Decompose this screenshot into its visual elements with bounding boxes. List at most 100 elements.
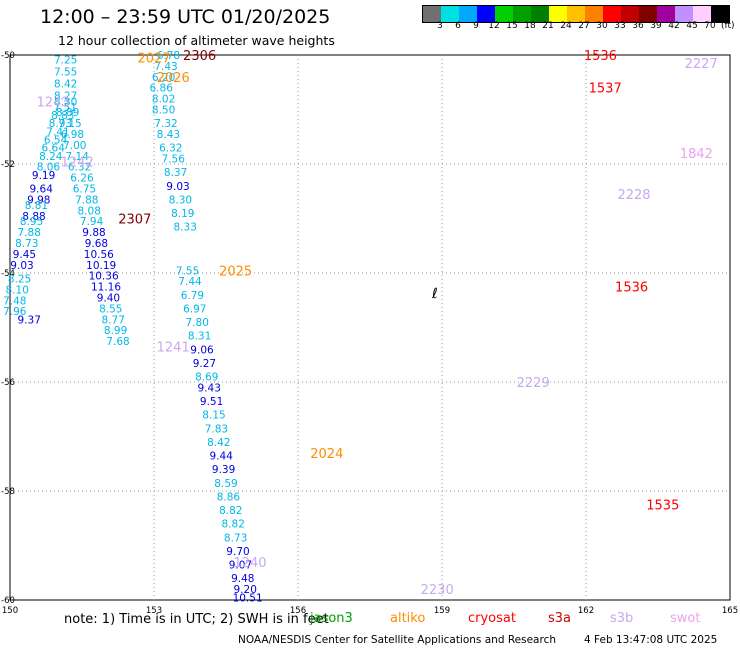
swh-value: 8.73 — [224, 532, 247, 544]
color-scale-label: 27 — [578, 21, 590, 31]
swh-value: 8.30 — [169, 194, 192, 206]
swh-value: 7.44 — [178, 276, 202, 288]
x-tick-label: 150 — [2, 606, 18, 616]
swh-value: 8.89 — [56, 107, 79, 119]
axis-ticks: 150 153 156 159 162 165 -50 -52 -54 -56 -58 -60 — [1, 51, 738, 616]
swh-value: 9.06 — [190, 344, 214, 356]
color-scale-swatch — [621, 6, 639, 22]
swh-value: 7.55 — [54, 66, 77, 78]
y-tick-label: -58 — [1, 487, 15, 497]
color-scale-label: 12 — [488, 21, 500, 31]
swh-value: 8.33 — [174, 222, 197, 234]
overpass-time-label: 1536 — [584, 49, 617, 64]
overpass-time-label: 1240 — [233, 556, 266, 571]
swh-value: 8.42 — [54, 78, 77, 90]
swh-value: 6.75 — [73, 184, 96, 196]
swh-value: 7.41 — [46, 126, 69, 138]
color-scale-label: 45 — [686, 21, 698, 31]
color-scale-label: 36 — [632, 21, 644, 31]
mission-label-altiko: altiko — [390, 611, 426, 626]
x-tick-label: 159 — [434, 606, 450, 616]
altimeter-track: 7.257.558.428.277.518.838.937.416.546.64… — [3, 54, 77, 326]
swh-value: 9.48 — [231, 573, 254, 585]
overpass-time-label: 1242 — [61, 155, 94, 170]
swh-value: 9.40 — [97, 293, 120, 305]
overpass-time-label: 1536 — [615, 281, 648, 296]
swh-value: 7.15 — [58, 118, 81, 130]
swh-value: 8.43 — [157, 129, 180, 141]
overpass-time-label: 2026 — [157, 71, 190, 86]
swh-value: 8.02 — [152, 94, 175, 106]
swh-value: 9.51 — [200, 396, 223, 408]
overpass-time-label: 1537 — [589, 82, 622, 97]
footer-note: note: 1) Time is in UTC; 2) SWH is in fe… — [64, 612, 329, 627]
swh-value: 8.30 — [54, 96, 77, 108]
swh-value: 7.55 — [176, 265, 199, 277]
swh-value: 6.26 — [70, 173, 94, 185]
swh-value: 6.54 — [44, 134, 68, 146]
overpass-time-label: 2025 — [219, 264, 252, 279]
color-scale-swatch — [675, 6, 693, 22]
swh-value: 10.19 — [86, 260, 116, 272]
swh-value: 9.37 — [18, 314, 41, 326]
swh-value: 8.82 — [222, 519, 245, 531]
swh-value: 9.07 — [229, 560, 252, 572]
y-tick-label: -50 — [1, 51, 15, 61]
swh-value: 8.73 — [15, 238, 38, 250]
swh-value: 8.10 — [6, 284, 29, 296]
color-scale-swatch — [495, 6, 513, 22]
color-scale-label: 42 — [668, 21, 680, 31]
color-scale-label: 9 — [473, 21, 479, 31]
swh-value: 8.86 — [217, 491, 241, 503]
color-scale-labels: (ft) 3 6 9 12 15 18 21 24 27 30 33 36 39 42 45 70 — [422, 21, 740, 33]
swh-tracks: 7.257.558.428.277.518.838.937.416.546.64… — [3, 50, 263, 604]
x-tick-label: 156 — [290, 606, 306, 616]
grid-lines — [10, 55, 730, 600]
swh-value: 9.43 — [198, 382, 221, 394]
swh-value: 10.36 — [89, 271, 119, 283]
swh-value: 6.20 — [152, 72, 175, 84]
color-scale-swatch — [459, 6, 477, 22]
color-scale-label: 6 — [455, 21, 461, 31]
swh-value: 9.39 — [212, 464, 235, 476]
swh-value: 9.03 — [166, 181, 189, 193]
altimeter-track: 6.787.436.206.868.028.507.328.43 6.327.56… — [150, 50, 263, 604]
overpass-time-label: 2024 — [310, 447, 343, 462]
color-scale-swatch — [657, 6, 675, 22]
color-scale-swatch — [549, 6, 567, 22]
overpass-time-label: 2230 — [421, 583, 454, 598]
swh-value: 9.88 — [82, 227, 105, 239]
island-outline: ℓ — [431, 286, 438, 302]
swh-value: 9.44 — [210, 451, 234, 463]
mission-label-s3b: s3b — [610, 611, 634, 626]
swh-value: 7.25 — [54, 54, 77, 66]
page-title: 12:00 – 23:59 UTC 01/20/2025 — [40, 6, 331, 28]
swh-value: 7.00 — [63, 140, 86, 152]
mission-label-swot: swot — [670, 611, 701, 626]
swh-value: 7.80 — [186, 317, 209, 329]
color-scale-label: 3 — [437, 21, 443, 31]
plot-frame — [9, 54, 731, 601]
overpass-time-label: 2307 — [118, 213, 151, 228]
color-scale-bar — [422, 5, 730, 23]
mission-label-cryosat: cryosat — [468, 611, 516, 626]
swh-value: 6.86 — [150, 83, 174, 95]
color-scale-label: 39 — [650, 21, 662, 31]
overpass-time-label: 1243 — [37, 95, 70, 110]
swh-value: 9.70 — [226, 546, 249, 558]
page-subtitle: 12 hour collection of altimeter wave hei… — [58, 33, 335, 48]
swh-value: 8.88 — [22, 211, 45, 223]
swh-value: 9.45 — [13, 249, 36, 261]
overpass-time-label: 2027 — [137, 52, 170, 67]
mission-label-s3a: s3a — [548, 611, 572, 626]
swh-value: 9.64 — [30, 184, 54, 196]
overpass-time-label: 1241 — [157, 341, 190, 356]
swh-value: 6.32 — [159, 143, 182, 155]
color-scale-swatch — [567, 6, 585, 22]
swh-value: 8.55 — [99, 303, 122, 315]
overpass-time-label: 1535 — [646, 499, 679, 514]
y-tick-label: -60 — [1, 596, 15, 606]
swh-value: 8.24 — [39, 151, 63, 163]
swh-value: 7.96 — [3, 306, 27, 318]
